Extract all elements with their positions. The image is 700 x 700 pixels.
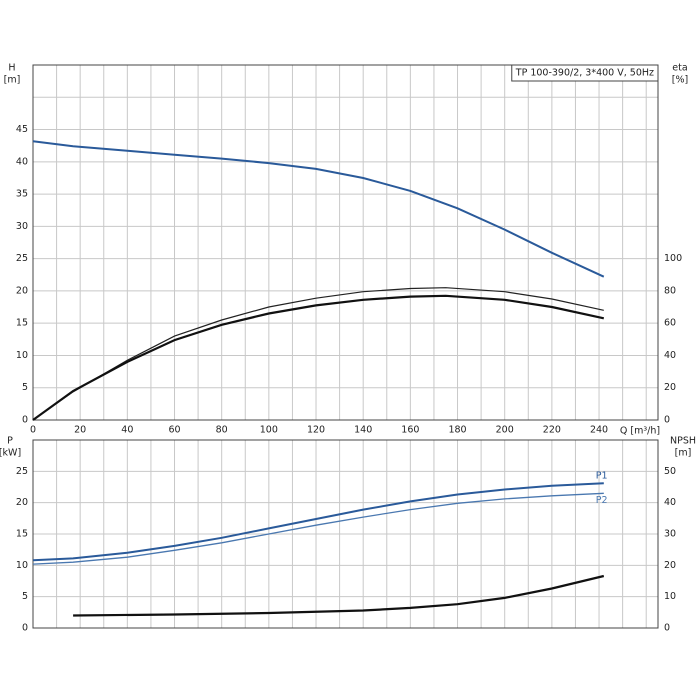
y-unit: [m]: [4, 75, 21, 86]
x-tick-label: 160: [401, 425, 419, 436]
y-tick-label: 20: [16, 285, 28, 296]
curve-label: P2: [596, 495, 608, 506]
y-tick-label: 0: [22, 415, 28, 426]
x-tick-label: 100: [260, 425, 278, 436]
y2-unit: [%]: [672, 75, 688, 86]
y-tick-label: 15: [16, 529, 28, 540]
curve: [32, 294, 605, 421]
y-tick-label: 40: [16, 156, 28, 167]
x-tick-label: 120: [307, 425, 325, 436]
y2-tick-label: 30: [664, 529, 676, 540]
y2-tick-label: 20: [664, 382, 676, 393]
x-tick-label: 40: [121, 425, 133, 436]
y-tick-label: 15: [16, 318, 28, 329]
y2-tick-label: 100: [664, 253, 682, 264]
y2-tick-label: 50: [664, 466, 676, 477]
x-label: Q [m³/h]: [620, 426, 660, 437]
y-tick-label: 5: [22, 382, 28, 393]
y2-label: eta: [672, 63, 687, 74]
curve: [73, 574, 605, 617]
curve: [32, 140, 605, 278]
y-tick-label: 20: [16, 497, 28, 508]
y2-tick-label: 60: [664, 318, 676, 329]
y-label: H: [8, 63, 15, 74]
y2-tick-label: 40: [664, 350, 676, 361]
y-tick-label: 25: [16, 466, 28, 477]
y2-tick-label: 10: [664, 591, 676, 602]
y-tick-label: 5: [22, 591, 28, 602]
y2-tick-label: 20: [664, 560, 676, 571]
curve-label: P1: [596, 471, 608, 482]
y2-tick-label: 80: [664, 285, 676, 296]
y-tick-label: 10: [16, 560, 28, 571]
y2-tick-label: 0: [664, 415, 670, 426]
y-tick-label: 35: [16, 189, 28, 200]
x-tick-label: 0: [30, 425, 36, 436]
y-tick-label: 30: [16, 221, 28, 232]
curve: [32, 482, 604, 562]
x-tick-label: 180: [448, 425, 466, 436]
x-tick-label: 200: [496, 425, 514, 436]
x-tick-label: 220: [543, 425, 561, 436]
y2-tick-label: 40: [664, 497, 676, 508]
y2-tick-label: 0: [664, 623, 670, 634]
y-unit: [kW]: [0, 448, 21, 459]
x-tick-label: 240: [590, 425, 608, 436]
y2-label: NPSH: [670, 436, 696, 447]
y-tick-label: 10: [16, 350, 28, 361]
curve: [32, 492, 604, 565]
x-tick-label: 60: [168, 425, 180, 436]
x-tick-label: 20: [74, 425, 86, 436]
y2-unit: [m]: [675, 448, 692, 459]
y-label: P: [7, 436, 13, 447]
title-box: [511, 64, 659, 82]
x-tick-label: 80: [216, 425, 228, 436]
y-tick-label: 0: [22, 623, 28, 634]
y-tick-label: 25: [16, 253, 28, 264]
x-tick-label: 140: [354, 425, 372, 436]
chart-title: TP 100-390/2, 3*400 V, 50Hz: [515, 68, 654, 79]
plot-frame: [32, 439, 659, 629]
curve: [32, 287, 604, 421]
plot-frame: [32, 64, 659, 421]
y-tick-label: 45: [16, 124, 28, 135]
